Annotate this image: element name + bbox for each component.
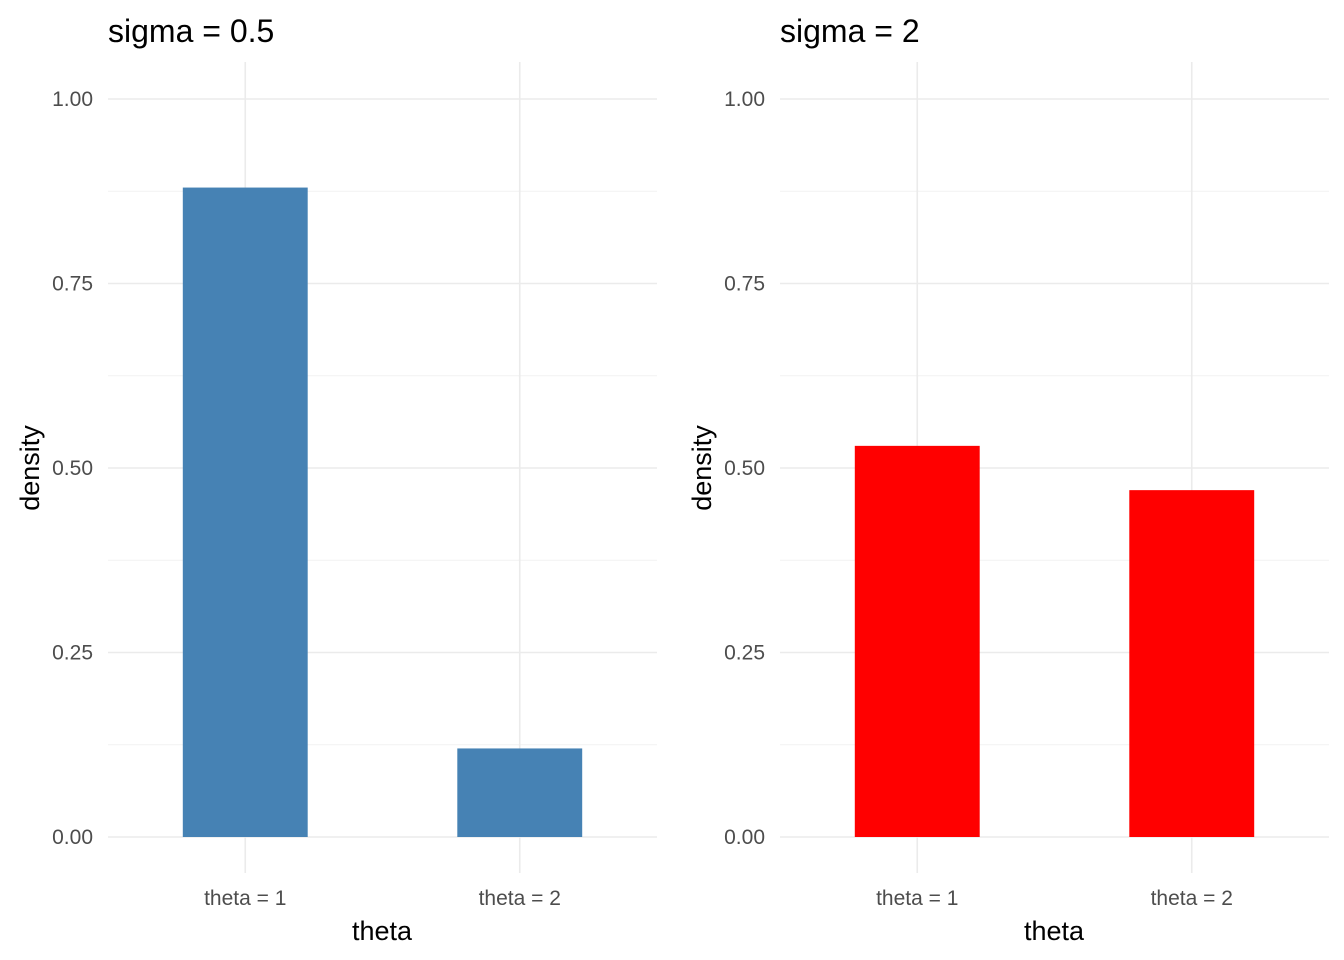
y-axis-title: density: [15, 425, 45, 511]
panel-title: sigma = 2: [780, 13, 920, 49]
y-tick-label: 0.75: [724, 273, 765, 296]
x-tick-label: theta = 1: [876, 887, 958, 910]
y-tick-label: 0.25: [52, 642, 93, 665]
bar: [854, 445, 980, 837]
x-axis-title: theta: [1024, 916, 1085, 946]
bar: [457, 748, 583, 837]
y-tick-label: 1.00: [52, 88, 93, 111]
y-axis-title: density: [687, 425, 717, 511]
x-tick-label: theta = 2: [479, 887, 561, 910]
panel-1: 0.00 0.25 0.50 0.75 1.00 theta = 1 theta = 2 si…: [15, 13, 657, 946]
y-tick-label: 0.75: [52, 273, 93, 296]
y-tick-label: 0.00: [52, 826, 93, 849]
y-tick-label: 0.00: [724, 826, 765, 849]
bar: [182, 187, 308, 837]
y-tick-label: 0.50: [724, 457, 765, 480]
panel-title: sigma = 0.5: [108, 13, 274, 49]
x-axis-title: theta: [352, 916, 413, 946]
y-tick-label: 1.00: [724, 88, 765, 111]
panel-2: 0.00 0.25 0.50 0.75 1.00 theta = 1 theta = 2 si…: [687, 13, 1329, 946]
x-tick-label: theta = 2: [1151, 887, 1233, 910]
bar: [1129, 490, 1255, 837]
x-tick-label: theta = 1: [204, 887, 286, 910]
y-tick-label: 0.50: [52, 457, 93, 480]
y-tick-label: 0.25: [724, 642, 765, 665]
